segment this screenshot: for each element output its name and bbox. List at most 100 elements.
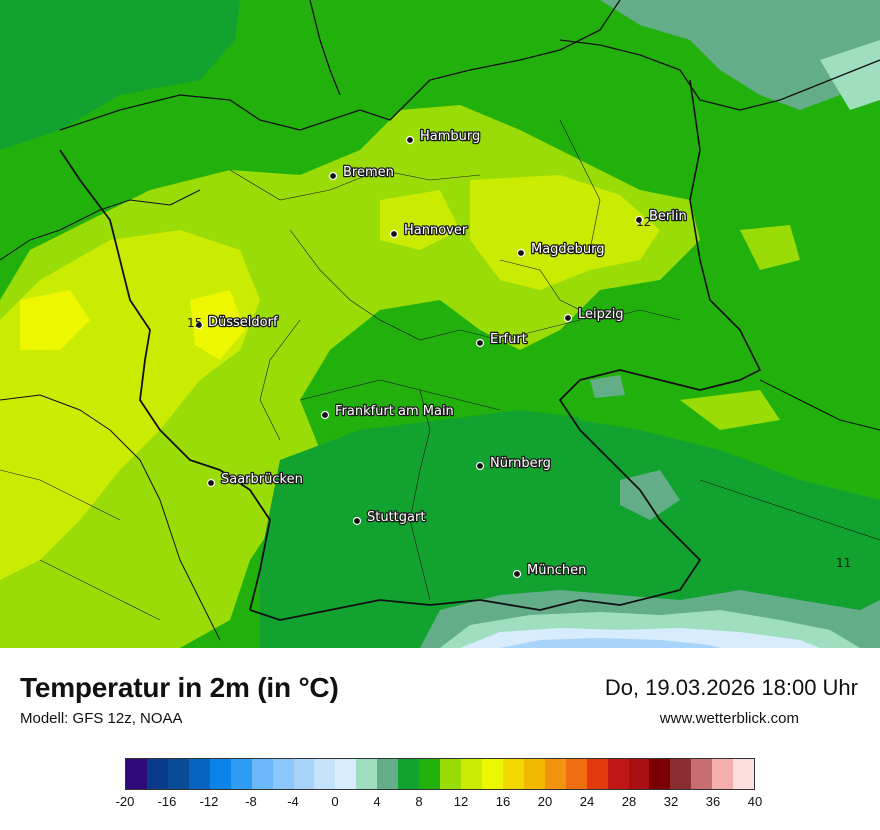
state-borders-layer	[0, 119, 880, 621]
legend-swatch	[733, 759, 755, 789]
legend-swatch	[335, 759, 357, 789]
legend-tick-label: -20	[115, 794, 135, 809]
legend-tick-label: 32	[663, 794, 679, 809]
city-dot	[563, 313, 573, 323]
city-nuernberg[interactable]: Nürnberg	[475, 455, 552, 472]
city-dot	[352, 516, 362, 526]
legend-swatch	[146, 759, 168, 789]
state-border-5	[499, 259, 681, 321]
city-label: München	[527, 563, 586, 578]
hot-spot-dusseldorf	[190, 290, 245, 360]
forecast-datetime: Do, 19.03.2026 18:00 Uhr	[604, 675, 858, 700]
legend-tick-label: 12	[453, 794, 469, 809]
city-layer: Hamburg Bremen Hannover Berlin Magdeburg…	[194, 128, 688, 579]
state-border-10	[39, 559, 161, 621]
state-border-7	[259, 319, 301, 441]
city-erfurt[interactable]: Erfurt	[475, 331, 528, 348]
legend-swatch	[419, 759, 441, 789]
legend-swatch	[356, 759, 378, 789]
legend-tick-label: -12	[199, 794, 219, 809]
city-hannover[interactable]: Hannover	[389, 222, 469, 239]
city-magdeburg[interactable]: Magdeburg	[516, 241, 606, 258]
warm-patch-czech	[680, 390, 780, 430]
baltic-cool-area	[600, 0, 880, 110]
city-dot	[389, 229, 399, 239]
city-berlin[interactable]: Berlin	[634, 208, 688, 225]
city-label: Bremen	[343, 165, 394, 180]
legend-swatch	[712, 759, 734, 789]
legend-tick-label: 0	[331, 794, 339, 809]
map-footer: Temperatur in 2m (in °C) Modell: GFS 12z…	[0, 648, 880, 830]
city-leipzig[interactable]: Leipzig	[563, 306, 625, 323]
isoline-label-12: 12	[636, 215, 651, 229]
legend-swatch	[649, 759, 671, 789]
city-label: Saarbrücken	[221, 472, 303, 487]
legend-swatch	[523, 759, 545, 789]
legend-tick-label: 36	[705, 794, 721, 809]
denmark-border	[309, 0, 341, 96]
state-border-9	[699, 479, 880, 541]
city-saarbruecken[interactable]: Saarbrücken	[206, 471, 304, 488]
west-border	[59, 149, 271, 611]
warm-hannover-area	[380, 190, 460, 250]
city-hamburg[interactable]: Hamburg	[405, 128, 482, 145]
legend-swatch	[188, 759, 210, 789]
slovakia-border	[759, 379, 880, 431]
city-duesseldorf[interactable]: Düsseldorf	[194, 314, 279, 331]
city-dot	[475, 338, 485, 348]
city-dot	[328, 171, 338, 181]
city-label: Nürnberg	[490, 456, 551, 471]
state-border-2	[289, 229, 581, 341]
legend-swatch	[440, 759, 461, 789]
city-stuttgart[interactable]: Stuttgart	[352, 509, 427, 526]
legend-swatch	[293, 759, 315, 789]
map-title: Temperatur in 2m (in °C)	[20, 672, 339, 703]
city-dot	[516, 248, 526, 258]
state-border-6	[559, 119, 601, 251]
legend-swatch	[272, 759, 294, 789]
legend-swatch	[670, 759, 692, 789]
isoline-label-15: 15	[187, 316, 202, 330]
legend-swatch	[544, 759, 566, 789]
legend-swatch	[251, 759, 273, 789]
color-legend-bar	[125, 758, 755, 790]
city-label: Leipzig	[578, 307, 624, 322]
legend-swatch	[691, 759, 713, 789]
legend-swatch	[230, 759, 252, 789]
city-bremen[interactable]: Bremen	[328, 164, 395, 181]
north-coastline	[59, 0, 621, 131]
city-frankfurt[interactable]: Frankfurt am Main	[320, 403, 455, 420]
legend-swatch	[502, 759, 524, 789]
alpine-coldest-area	[500, 638, 720, 648]
legend-swatch	[607, 759, 629, 789]
legend-swatch	[565, 759, 587, 789]
legend-tick-label: 8	[415, 794, 423, 809]
legend-tick-label: 24	[579, 794, 595, 809]
city-dot	[512, 569, 522, 579]
map-canvas: Hamburg Bremen Hannover Berlin Magdeburg…	[0, 0, 880, 648]
legend-swatch	[481, 759, 503, 789]
isoline-label-11: 11	[836, 556, 851, 570]
city-label: Stuttgart	[367, 510, 425, 525]
state-border-8	[0, 469, 121, 521]
warm-patch-east	[740, 225, 800, 270]
legend-swatch	[628, 759, 650, 789]
legend-swatch	[314, 759, 336, 789]
baltic-coast-area	[820, 40, 880, 110]
poland-border	[689, 79, 761, 381]
city-label: Hannover	[404, 223, 468, 238]
cool-patch-bohemia	[620, 470, 680, 520]
isoline-labels: 15 12 11	[187, 215, 851, 570]
city-dot	[634, 215, 644, 225]
south-east-border	[249, 369, 741, 621]
legend-tick-label: 28	[621, 794, 637, 809]
color-legend-ticks: -20 -16 -12 -8 -4 0 4 8 12 16 20 24 28 32 36 40	[116, 794, 763, 814]
city-dot	[475, 461, 485, 471]
legend-tick-label: -4	[287, 794, 299, 809]
city-label: Frankfurt am Main	[335, 404, 454, 419]
legend-tick-label: -8	[245, 794, 257, 809]
legend-swatch	[126, 759, 147, 789]
website-link[interactable]: www.wetterblick.com	[659, 710, 799, 727]
city-muenchen[interactable]: München	[512, 562, 588, 579]
city-label: Hamburg	[420, 129, 480, 144]
